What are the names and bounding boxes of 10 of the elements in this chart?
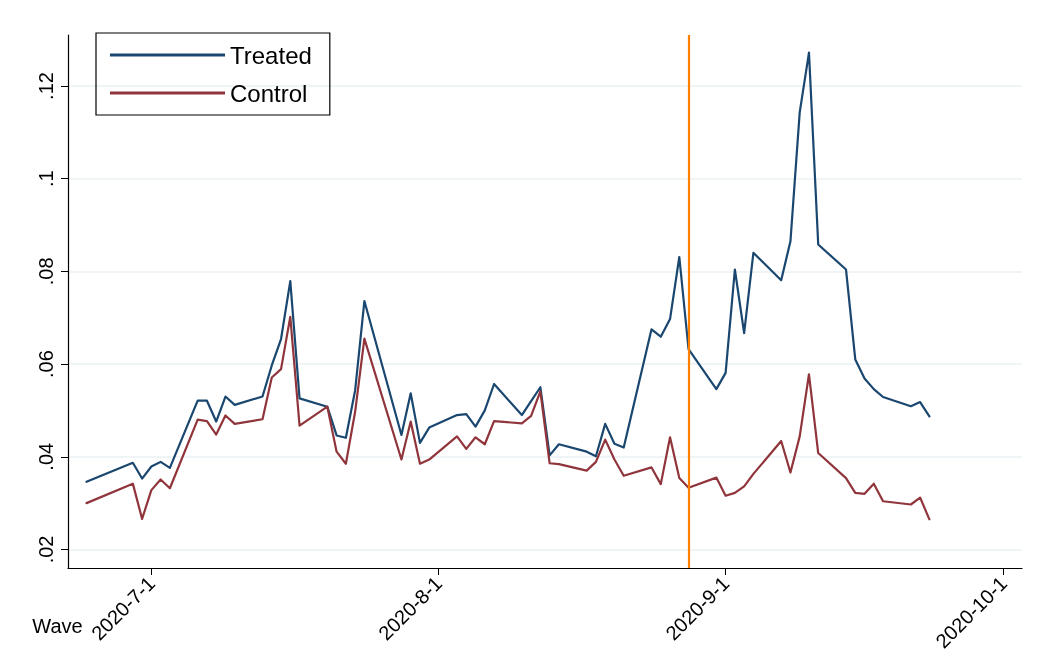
y-tick-label: .02 <box>35 535 57 564</box>
y-tick-label: .12 <box>35 72 57 100</box>
line-series <box>85 315 931 521</box>
y-tick-label: .06 <box>35 350 57 378</box>
y-tick-label: .1 <box>35 170 57 188</box>
y-tick-label: .04 <box>35 442 57 471</box>
y-tick-label: .08 <box>35 257 57 286</box>
legend-label: Treated <box>230 41 312 69</box>
legend-label: Control <box>230 79 308 107</box>
x-axis-title: Wave <box>32 615 83 637</box>
